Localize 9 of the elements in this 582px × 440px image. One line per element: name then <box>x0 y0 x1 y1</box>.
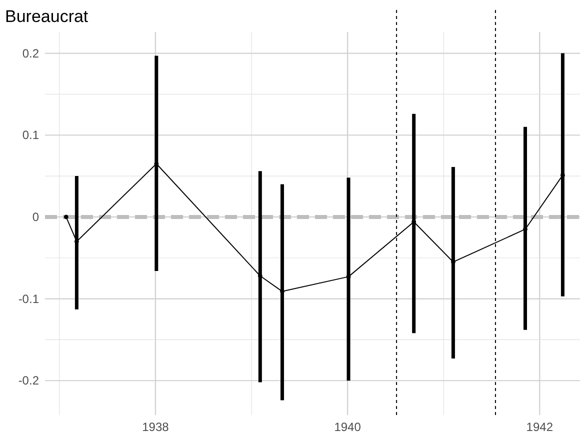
y-tick-label: 0.2 <box>22 46 40 60</box>
y-tick-label: 0 <box>32 210 40 224</box>
chart-title: Bureaucrat <box>5 7 88 26</box>
y-tick-label: -0.1 <box>18 292 40 306</box>
y-tick-label: 0.1 <box>22 128 40 142</box>
y-tick-label: -0.2 <box>18 374 40 388</box>
x-tick-label: 1942 <box>526 420 554 434</box>
x-tick-label: 1940 <box>334 420 362 434</box>
x-tick-label: 1938 <box>142 420 170 434</box>
